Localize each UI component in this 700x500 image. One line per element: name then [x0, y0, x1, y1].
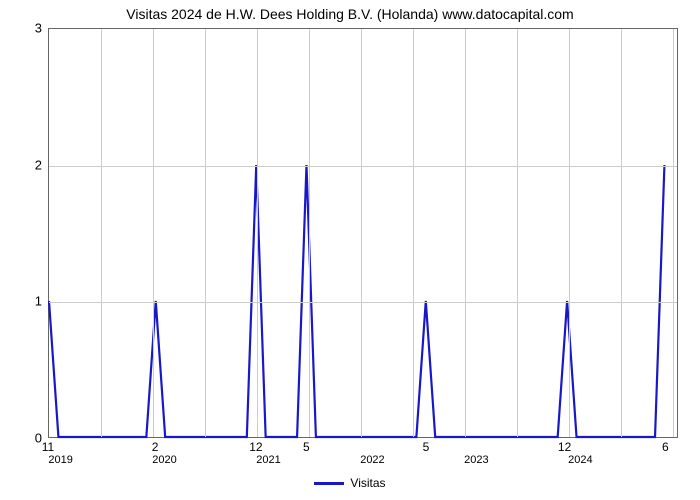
gridline-v [205, 29, 206, 437]
legend-swatch [314, 482, 344, 485]
chart-line-svg [49, 29, 677, 437]
gridline-v [673, 29, 674, 437]
legend-label: Visitas [350, 476, 385, 490]
x-top-label: 12 [558, 440, 571, 454]
x-year-label: 2022 [360, 454, 384, 466]
gridline-v [309, 29, 310, 437]
gridline-v [413, 29, 414, 437]
gridline-v [569, 29, 570, 437]
x-top-label: 5 [303, 440, 310, 454]
gridline-v [465, 29, 466, 437]
x-year-label: 2023 [464, 454, 488, 466]
x-top-label: 6 [662, 440, 669, 454]
gridline-v [517, 29, 518, 437]
gridline-v [361, 29, 362, 437]
gridline-v [621, 29, 622, 437]
gridline-v [257, 29, 258, 437]
y-tick-label: 2 [6, 157, 42, 172]
y-tick-label: 3 [6, 21, 42, 36]
y-tick-label: 1 [6, 294, 42, 309]
x-top-label: 5 [423, 440, 430, 454]
y-tick-label: 0 [6, 431, 42, 446]
gridline-h [49, 302, 677, 303]
legend: Visitas [0, 476, 700, 490]
x-year-label: 2024 [568, 454, 592, 466]
gridline-v [153, 29, 154, 437]
series-polyline [49, 165, 664, 437]
x-top-label: 2 [152, 440, 159, 454]
x-year-label: 2019 [48, 454, 72, 466]
gridline-v [101, 29, 102, 437]
plot-area [48, 28, 678, 438]
gridline-h [49, 166, 677, 167]
x-year-label: 2021 [256, 454, 280, 466]
x-year-label: 2020 [152, 454, 176, 466]
chart-title: Visitas 2024 de H.W. Dees Holding B.V. (… [0, 6, 700, 22]
x-top-label: 11 [42, 440, 54, 454]
x-top-label: 12 [249, 440, 262, 454]
